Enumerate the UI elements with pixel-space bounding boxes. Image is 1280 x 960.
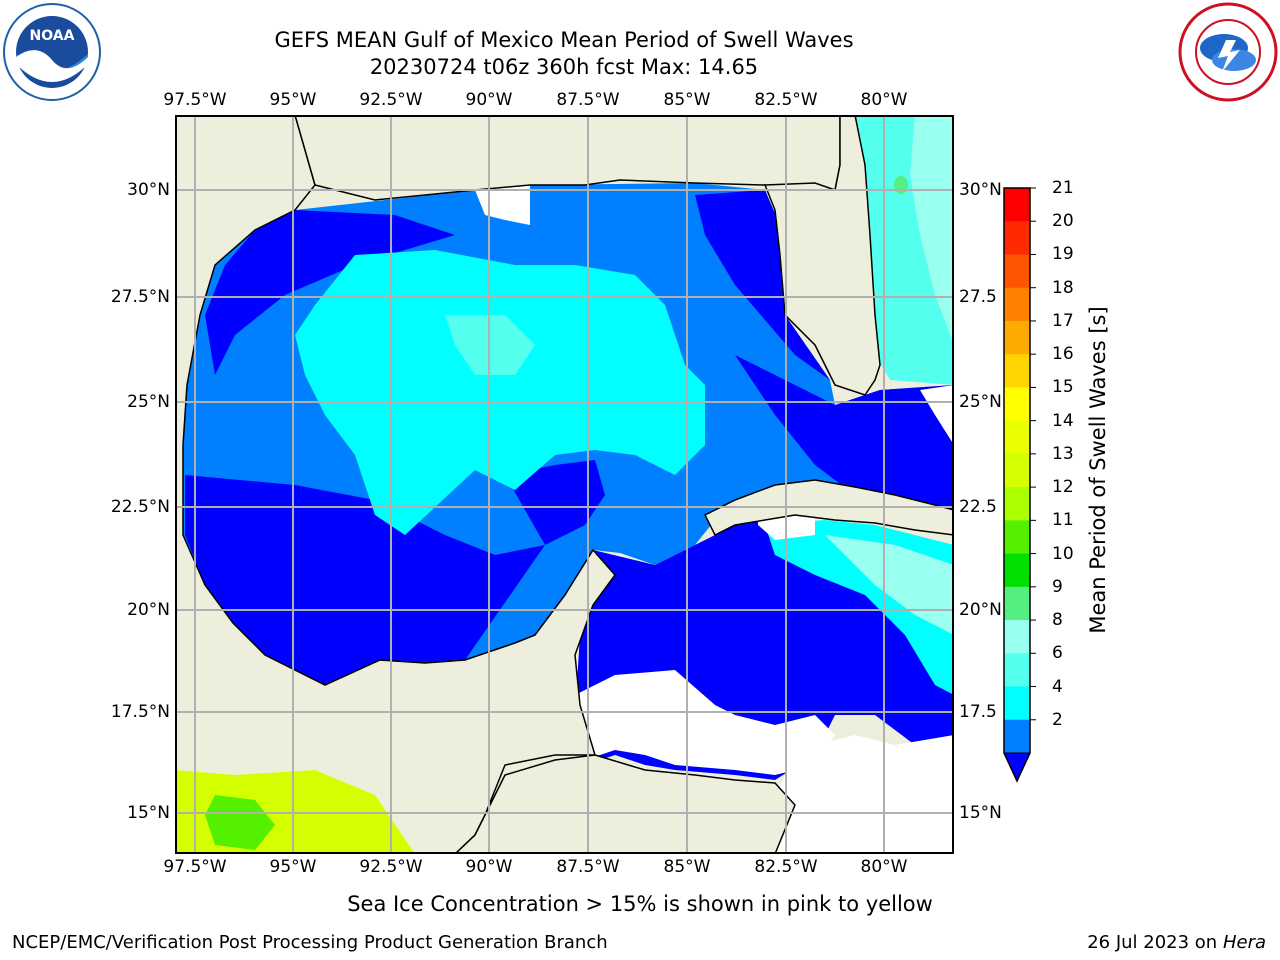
footer-date-text: 26 Jul 2023 on — [1087, 932, 1223, 953]
lon-tick-top: 87.5°W — [556, 90, 620, 110]
lat-tick-right: 30°N — [959, 180, 1002, 200]
colorbar-tick-label: 17 — [1052, 310, 1074, 331]
colorbar-segment — [1004, 320, 1030, 355]
lon-tick-top: 85°W — [663, 90, 711, 110]
colorbar-segment — [1004, 520, 1030, 555]
swell-region-cyan-central — [295, 250, 705, 535]
lon-tick-bottom: 95°W — [269, 857, 317, 877]
footer-credit: NCEP/EMC/Verification Post Processing Pr… — [12, 932, 608, 953]
lat-tick-right: 22.5 — [959, 497, 997, 517]
lon-tick-bottom: 82.5°W — [754, 857, 818, 877]
colorbar-tick-label: 12 — [1052, 477, 1074, 498]
colorbar-segment — [1004, 487, 1030, 521]
lat-tick-right: 27.5 — [959, 287, 997, 307]
colorbar-tick-label: 20 — [1052, 211, 1074, 232]
map-panel — [175, 115, 954, 854]
land-mexico — [175, 115, 616, 854]
nws-logo — [1178, 2, 1278, 102]
no-data-fl-keys — [920, 385, 954, 445]
lon-tick-top: 90°W — [465, 90, 513, 110]
colorbar-segment — [1004, 287, 1030, 322]
lat-tick-right: 25°N — [959, 392, 1002, 412]
colorbar-tick-label: 14 — [1052, 410, 1074, 431]
sea-ice-note: Sea Ice Concentration > 15% is shown in … — [347, 892, 933, 916]
colorbar-tick-label: 13 — [1052, 443, 1074, 464]
colorbar-segment — [1004, 719, 1030, 754]
colorbar-extend-triangle — [1003, 752, 1031, 783]
lat-tick-left: 20°N — [127, 600, 170, 620]
no-data-east-caribbean — [765, 735, 954, 854]
lon-tick-bottom: 92.5°W — [359, 857, 423, 877]
chart-subtitle: 20230724 t06z 360h fcst Max: 14.65 — [369, 55, 759, 79]
lon-tick-bottom: 85°W — [663, 857, 711, 877]
gridlines — [175, 115, 954, 854]
lat-tick-right: 15°N — [959, 803, 1002, 823]
lon-tick-bottom: 90°W — [465, 857, 513, 877]
no-data-west-caribbean — [575, 670, 835, 775]
swell-region-dark-west — [185, 475, 545, 685]
colorbar-tick-label: 9 — [1052, 576, 1063, 597]
colorbar-segment — [1004, 553, 1030, 588]
land-florida — [763, 115, 881, 396]
lon-tick-bottom: 87.5°W — [556, 857, 620, 877]
swell-spot-green-atlantic — [894, 176, 908, 194]
lat-tick-left: 22.5°N — [110, 497, 170, 517]
colorbar-segment — [1004, 254, 1030, 289]
colorbar-tick-label: 21 — [1052, 178, 1074, 198]
colorbar-tick-label: 15 — [1052, 377, 1074, 398]
lon-tick-top: 80°W — [860, 90, 908, 110]
colorbar-tick-label: 16 — [1052, 344, 1074, 365]
colorbar-segment — [1004, 653, 1030, 688]
swell-region-dark-east — [735, 355, 954, 510]
lon-tick-top: 82.5°W — [754, 90, 818, 110]
footer-machine: Hera — [1222, 932, 1266, 953]
lon-tick-top: 97.5°W — [163, 90, 227, 110]
lat-tick-right: 20°N — [959, 600, 1002, 620]
lat-tick-left: 25°N — [127, 392, 170, 412]
colorbar-tick-label: 11 — [1052, 510, 1074, 531]
colorbar-segment — [1004, 620, 1030, 654]
swell-region-dark-central — [505, 460, 605, 545]
colorbar-tick-label: 6 — [1052, 643, 1063, 664]
swell-region-dark-north — [205, 210, 455, 375]
map-frame — [175, 115, 954, 854]
lon-tick-bottom: 97.5°W — [163, 857, 227, 877]
colorbar-segment — [1004, 188, 1030, 222]
colorbar-label: Mean Period of Swell Waves [s] — [1086, 306, 1110, 634]
lat-tick-left: 17.5°N — [110, 702, 170, 722]
colorbar-tick-label: 4 — [1052, 676, 1063, 697]
swell-region-light-atlantic — [910, 115, 954, 345]
colorbar-tick-label: 8 — [1052, 610, 1063, 631]
lat-tick-left: 30°N — [127, 180, 170, 200]
lon-tick-bottom: 80°W — [860, 857, 908, 877]
sea-ice-region-high — [205, 795, 275, 850]
footer-date: 26 Jul 2023 on Hera — [1087, 932, 1266, 954]
swell-region-dark-ne — [695, 190, 830, 380]
colorbar-segment — [1004, 586, 1030, 621]
lat-tick-left: 15°N — [127, 803, 170, 823]
lat-tick-left: 27.5°N — [110, 287, 170, 307]
colorbar — [1000, 186, 1036, 786]
noaa-logo: NOAA — [2, 2, 102, 102]
colorbar-frame — [1003, 187, 1031, 783]
colorbar-segment — [1004, 221, 1030, 255]
colorbar-segment — [1004, 420, 1030, 455]
colorbar-segment — [1004, 387, 1030, 422]
colorbar-segment — [1004, 453, 1030, 488]
lon-tick-top: 92.5°W — [359, 90, 423, 110]
colorbar-segment — [1004, 686, 1030, 721]
colorbar-tick-label: 2 — [1052, 709, 1063, 730]
colorbar-tick-label: 19 — [1052, 244, 1074, 265]
noaa-logo-text: NOAA — [30, 28, 75, 44]
colorbar-tick-label: 10 — [1052, 543, 1074, 564]
colorbar-segment — [1004, 354, 1030, 388]
lat-tick-right: 17.5 — [959, 702, 997, 722]
chart-title: GEFS MEAN Gulf of Mexico Mean Period of … — [274, 28, 854, 52]
colorbar-tick-label: 18 — [1052, 277, 1074, 298]
lon-tick-top: 95°W — [269, 90, 317, 110]
